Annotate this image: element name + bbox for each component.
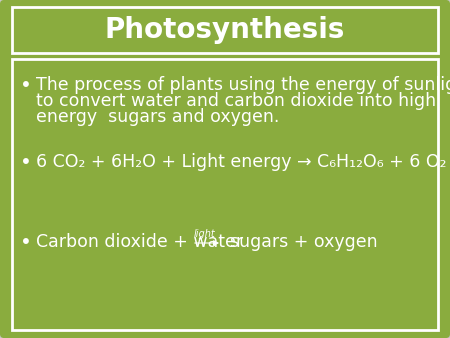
Text: 6 CO₂ + 6H₂O + Light energy → C₆H₁₂O₆ + 6 O₂: 6 CO₂ + 6H₂O + Light energy → C₆H₁₂O₆ + … (36, 153, 446, 171)
Text: The process of plants using the energy of sunlight: The process of plants using the energy o… (36, 76, 450, 94)
Text: •: • (20, 233, 32, 252)
FancyBboxPatch shape (12, 59, 438, 330)
Text: Photosynthesis: Photosynthesis (105, 16, 345, 44)
Text: •: • (20, 153, 32, 172)
Text: •: • (20, 76, 32, 95)
Text: Carbon dioxide + water: Carbon dioxide + water (36, 233, 243, 251)
FancyBboxPatch shape (12, 7, 438, 53)
Text: sugars + oxygen: sugars + oxygen (230, 233, 378, 251)
Text: energy  sugars and oxygen.: energy sugars and oxygen. (36, 108, 279, 126)
Text: light: light (194, 229, 216, 239)
Text: to convert water and carbon dioxide into high: to convert water and carbon dioxide into… (36, 92, 436, 110)
